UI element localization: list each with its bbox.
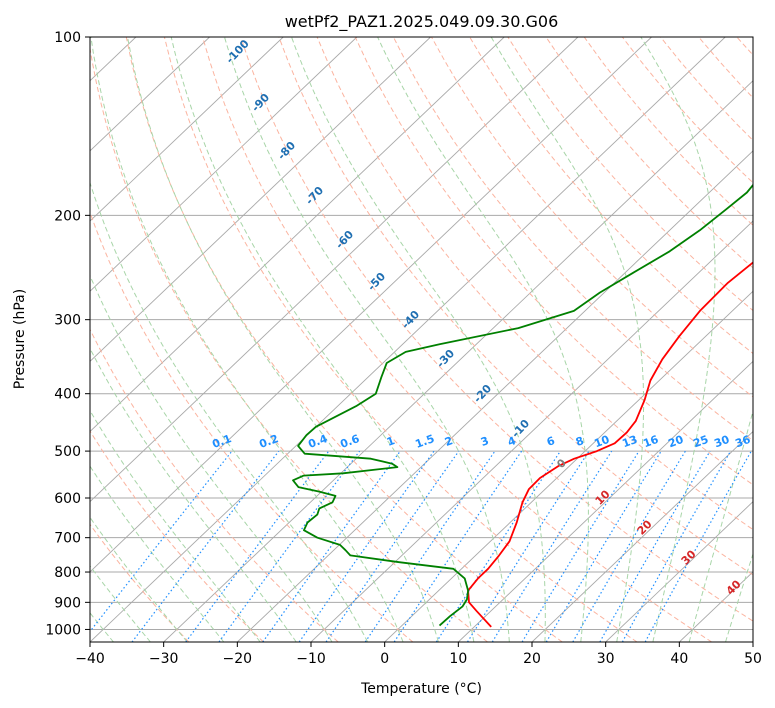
- isotherm-gridline: [90, 37, 431, 362]
- isotherm-gridline: [90, 37, 284, 222]
- mixing-ratio-line: [262, 450, 401, 642]
- y-tick-label: 900: [54, 595, 81, 611]
- x-axis-label: Temperature (°C): [360, 681, 482, 697]
- mixing-ratio-line: [393, 450, 523, 642]
- series-layer: [292, 183, 753, 628]
- isotherm-gridline: [531, 430, 753, 642]
- moist-adiabat: [90, 409, 261, 642]
- y-tick-label: 200: [54, 208, 81, 224]
- mixing-ratio-label: 13: [620, 433, 639, 450]
- x-tick-label: 20: [523, 651, 541, 667]
- moist-adiabat: [127, 37, 439, 642]
- moist-adiabat: [224, 37, 510, 642]
- isotherm-gridline: [90, 37, 726, 642]
- isotherm-gridline: [310, 220, 753, 642]
- moist-adiabat: [90, 465, 225, 642]
- x-tick-label: −10: [296, 651, 326, 667]
- plot-frame: [89, 36, 754, 643]
- mixing-ratio-label: 1: [385, 434, 397, 449]
- x-tick-label: 0: [380, 651, 389, 667]
- moist-adiabat: [688, 409, 753, 642]
- dry-adiabat: [316, 37, 753, 531]
- mixing-ratio-label: 16: [641, 433, 660, 451]
- y-tick-label: 400: [54, 387, 81, 403]
- mixing-ratio-line: [621, 450, 732, 642]
- mixing-ratio-line: [185, 450, 330, 642]
- moist-adiabat: [90, 181, 369, 642]
- x-tick-label: 30: [597, 651, 615, 667]
- y-tick-label: 300: [54, 313, 81, 329]
- x-tick-label: 10: [449, 651, 467, 667]
- isotherm-gridline: [90, 37, 358, 292]
- isotherm-gridline: [237, 150, 753, 642]
- mixing-ratio-label: 3: [479, 434, 491, 449]
- mixing-ratio-label: 0.1: [210, 432, 233, 451]
- y-tick-label: 500: [54, 444, 81, 460]
- y-tick-label: 700: [54, 531, 81, 547]
- y-tick-label: 100: [54, 30, 81, 46]
- mixing-ratio-label: 20: [666, 433, 685, 451]
- grid-layer: [90, 37, 753, 642]
- mixing-ratio-line: [644, 450, 752, 642]
- y-tick-label: 800: [54, 565, 81, 581]
- mixing-ratio-label: 25: [691, 433, 710, 450]
- mixing-ratio-label: 30: [712, 433, 731, 451]
- moist-adiabat: [640, 37, 716, 642]
- mixing-ratio-line: [218, 450, 361, 642]
- mixing-ratio-label: 36: [733, 433, 752, 451]
- x-tick-label: 50: [744, 651, 762, 667]
- dry-adiabat: [469, 37, 753, 355]
- isotherm-gridline: [458, 360, 753, 642]
- mixing-ratio-label: 4: [506, 434, 518, 449]
- mixing-ratio-label: 8: [574, 434, 586, 449]
- moist-adiabat: [725, 552, 753, 642]
- dry-adiabat: [90, 45, 488, 642]
- chart-title: wetPf2_PAZ1.2025.049.09.30.G06: [285, 12, 559, 32]
- isotherm-gridline: [384, 290, 753, 642]
- x-tick-label: −30: [149, 651, 179, 667]
- isotherm-gridline: [90, 37, 652, 573]
- dry-adiabat: [240, 37, 753, 622]
- x-tick-label: −40: [75, 651, 105, 667]
- dry-adiabat: [392, 37, 753, 442]
- isotherm-gridline: [90, 37, 579, 503]
- y-axis-label: Pressure (hPa): [12, 289, 28, 389]
- dry-adiabat: [90, 211, 414, 642]
- moist-adiabat: [377, 37, 589, 642]
- mixing-ratio-label: 2: [443, 434, 455, 449]
- isotherm-gridline: [90, 37, 505, 433]
- mixing-ratio-line: [435, 450, 561, 642]
- dry-adiabat: [125, 37, 563, 642]
- mixing-ratio-line: [325, 450, 460, 642]
- x-tick-label: −20: [223, 651, 253, 667]
- mixing-ratio-label: 0.4: [306, 432, 329, 451]
- x-tick-label: 40: [670, 651, 688, 667]
- moist-adiabat: [90, 347, 297, 642]
- dry-adiabat: [90, 523, 190, 642]
- dry-adiabat: [202, 37, 712, 642]
- dewpoint-profile-line: [292, 183, 753, 627]
- dry-adiabat: [163, 37, 638, 642]
- isotherm-gridline: [605, 501, 753, 642]
- moist-adiabat: [170, 37, 475, 642]
- y-tick-label: 1000: [45, 622, 81, 638]
- mixing-ratio-label: 1.5: [413, 432, 436, 451]
- mixing-ratio-line: [364, 450, 496, 642]
- mixing-ratio-label: 6: [545, 434, 557, 449]
- dry-adiabat: [90, 429, 264, 642]
- mixing-ratio-line: [521, 450, 640, 642]
- isotherm-gridline: [90, 37, 210, 152]
- mixing-ratio-line: [298, 450, 435, 642]
- mixing-ratio-label: 10: [592, 433, 611, 451]
- tick-layer: −40 −30 −20 −10 0 10 20 30 40 5010020030040050060…: [45, 30, 762, 667]
- mixing-ratio-label: 0.6: [338, 432, 361, 451]
- y-tick-label: 600: [54, 491, 81, 507]
- moist-adiabat: [291, 37, 546, 642]
- mixing-ratio-label: 0.2: [257, 432, 280, 451]
- temperature-profile-line: [467, 261, 753, 628]
- moist-adiabat: [90, 274, 333, 642]
- mixing-ratio-line: [466, 450, 590, 642]
